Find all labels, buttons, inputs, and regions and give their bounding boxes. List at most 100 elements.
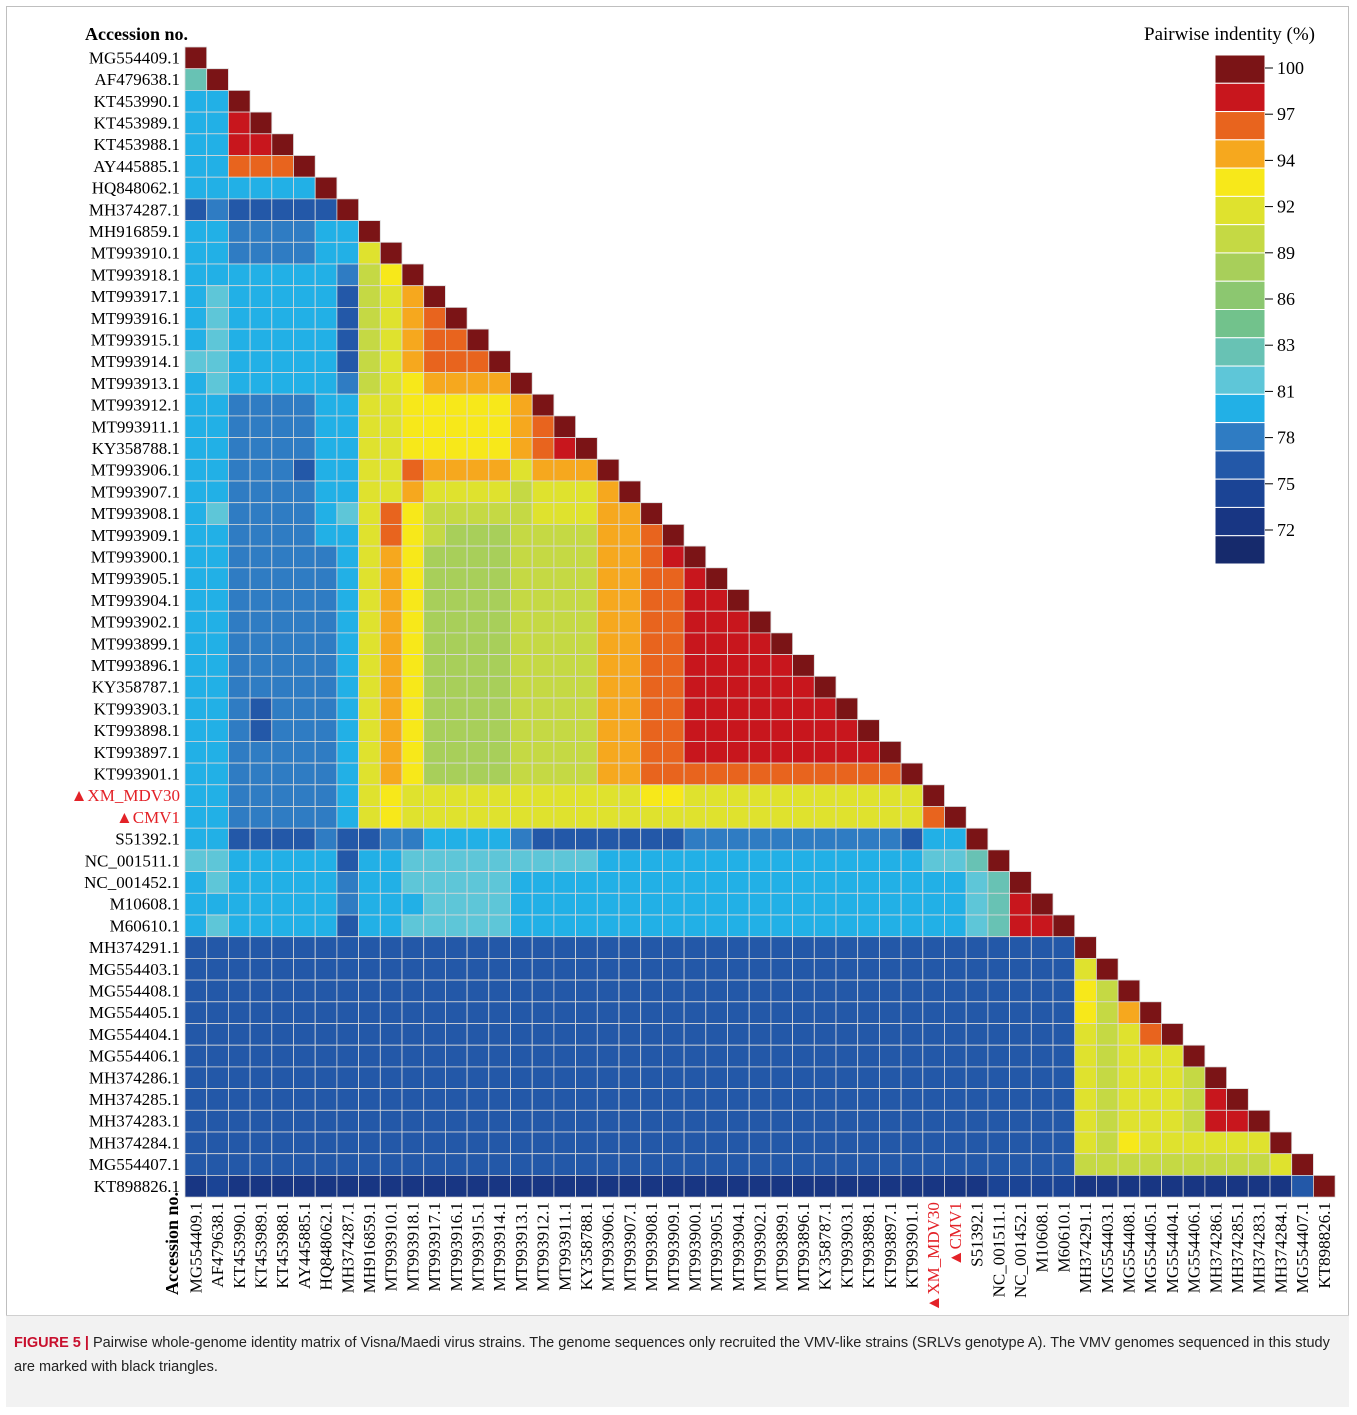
heatmap-cell (206, 1131, 229, 1155)
heatmap-cell (770, 762, 794, 786)
heatmap-cell (553, 458, 577, 482)
heatmap-cell (900, 958, 924, 981)
heatmap-cell (1074, 1088, 1097, 1111)
heatmap-cell (444, 524, 468, 547)
column-label: KT453988.1 (273, 1202, 292, 1288)
heatmap-cell (727, 892, 750, 916)
heatmap-cell (488, 1109, 511, 1133)
heatmap-cell (336, 1044, 359, 1068)
heatmap-cell (922, 806, 945, 829)
heatmap-cell (792, 936, 815, 959)
heatmap-cell (748, 871, 772, 894)
heatmap-cell (618, 1001, 642, 1024)
heatmap-cell (293, 415, 316, 438)
heatmap-cell (596, 545, 620, 569)
heatmap-cell (401, 393, 425, 417)
heatmap-cell (379, 675, 403, 699)
heatmap-cell (531, 892, 555, 916)
heatmap-cell (401, 437, 425, 460)
heatmap-cell (423, 936, 446, 959)
heatmap-cell (466, 827, 490, 851)
heatmap-cell (184, 654, 208, 677)
heatmap-cell (857, 914, 880, 938)
heatmap-cell (944, 1023, 967, 1046)
heatmap-cell (444, 545, 468, 569)
heatmap-cell (488, 806, 511, 829)
heatmap-cell (727, 654, 750, 677)
heatmap-cell (1009, 1109, 1032, 1133)
heatmap-cell (206, 1175, 229, 1198)
heatmap-cell (683, 741, 707, 764)
heatmap-cell (358, 480, 381, 504)
row-label: MH374284.1 (89, 1133, 180, 1152)
heatmap-cell (401, 545, 425, 569)
heatmap-cell (184, 263, 208, 287)
heatmap-cell (293, 1001, 316, 1024)
heatmap-cell (510, 393, 533, 417)
heatmap-cell (184, 719, 208, 742)
colorbar-legend: Pairwise indentity (%) 10097949289868381… (1144, 24, 1315, 565)
heatmap-cell (444, 350, 468, 373)
heatmap-cell (444, 502, 468, 525)
heatmap-cell (488, 1088, 511, 1111)
heatmap-cell (358, 849, 381, 873)
heatmap-cell (488, 1001, 511, 1024)
heatmap-cell (640, 1131, 663, 1155)
heatmap-cell (358, 610, 381, 634)
heatmap-cell (640, 545, 663, 569)
heatmap-cell (662, 827, 685, 851)
heatmap-cell (640, 1088, 663, 1111)
heatmap-cell (596, 480, 620, 504)
heatmap-cell (206, 567, 229, 590)
heatmap-cell (835, 849, 859, 873)
row-label: MT993915.1 (91, 330, 180, 349)
heatmap-cell (293, 524, 316, 547)
heatmap-cell (640, 936, 663, 959)
heatmap-cell (922, 979, 945, 1003)
heatmap-cell (792, 1175, 815, 1198)
heatmap-cell (879, 1001, 902, 1024)
heatmap-cell (1074, 1175, 1097, 1198)
heatmap-cell (271, 437, 294, 460)
heatmap-cell (596, 741, 620, 764)
heatmap-cell (618, 1131, 642, 1155)
heatmap-cell (1247, 1131, 1271, 1155)
heatmap-cell (748, 827, 772, 851)
heatmap-cell (553, 914, 577, 938)
heatmap-cell (510, 1001, 533, 1024)
row-label: M60610.1 (110, 916, 180, 935)
heatmap-cell (444, 328, 468, 352)
heatmap-cell (618, 741, 642, 764)
heatmap-cell (184, 632, 208, 656)
heatmap-cell (510, 524, 533, 547)
heatmap-cell (770, 741, 794, 764)
heatmap-cell (857, 1001, 880, 1024)
heatmap-cell (618, 849, 642, 873)
heatmap-cell (401, 458, 425, 482)
heatmap-cell (792, 654, 815, 677)
heatmap-cell (1204, 1088, 1228, 1111)
heatmap-cell (227, 632, 251, 656)
heatmap-cell (271, 1044, 294, 1068)
heatmap-cell (705, 936, 728, 959)
heatmap-cell (900, 762, 924, 786)
heatmap-cell (1269, 1131, 1293, 1155)
heatmap-cell (379, 1001, 403, 1024)
heatmap-cell (900, 871, 924, 894)
heatmap-cell (835, 1023, 859, 1046)
heatmap-cell (596, 958, 620, 981)
heatmap-cell (271, 1066, 294, 1090)
heatmap-cell (293, 719, 316, 742)
heatmap-cell (358, 437, 381, 460)
heatmap-cell (510, 697, 533, 721)
heatmap-cell (444, 784, 468, 807)
heatmap-cell (227, 1023, 251, 1046)
heatmap-cell (423, 415, 446, 438)
heatmap-cell (1074, 1131, 1097, 1155)
heatmap-cell (662, 1088, 685, 1111)
heatmap-cell (922, 1175, 945, 1198)
heatmap-cell (575, 719, 598, 742)
heatmap-cell (206, 415, 229, 438)
heatmap-cell (727, 1153, 750, 1176)
heatmap-cell (336, 241, 359, 265)
